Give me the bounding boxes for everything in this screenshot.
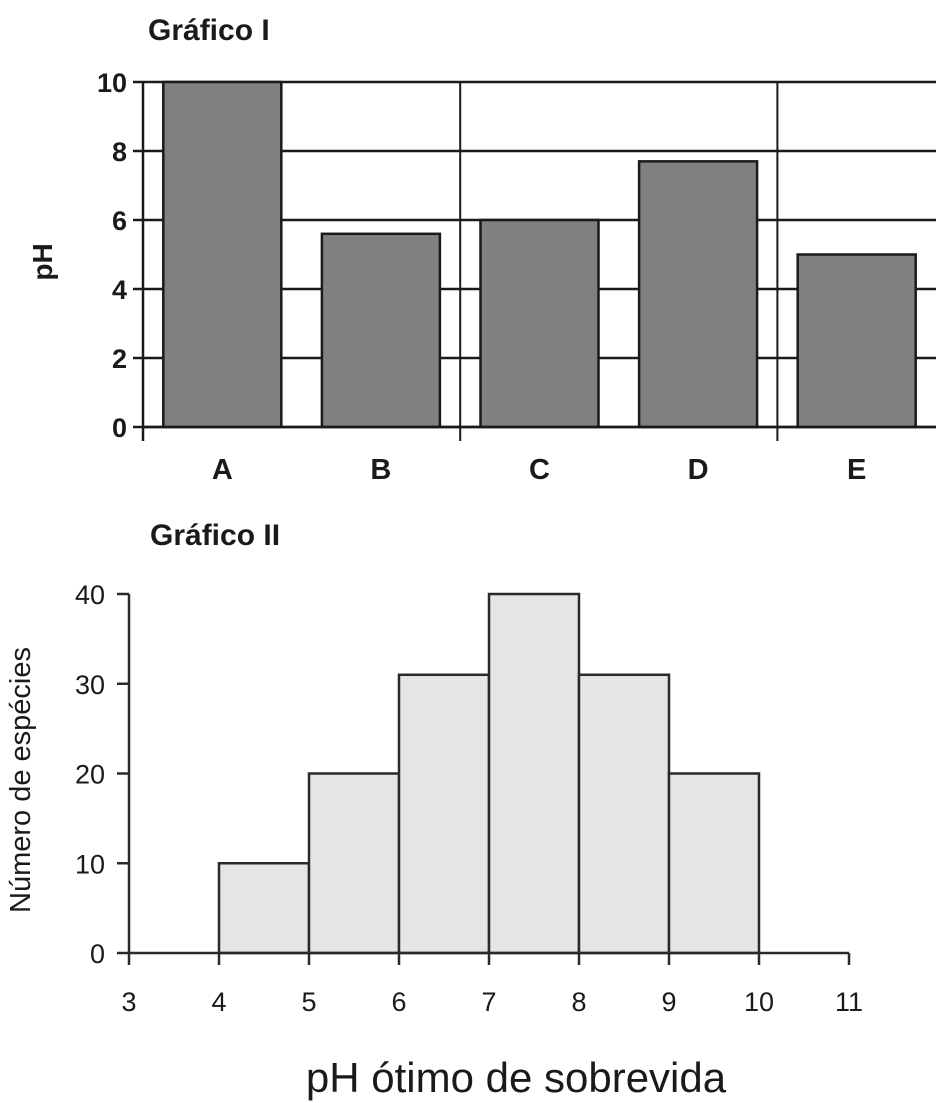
- chart1-x-tick-label: C: [529, 454, 550, 486]
- chart2-y-tick-label: 30: [75, 670, 105, 700]
- chart2-bar: [577, 673, 671, 955]
- chart1-x-tick-label: E: [847, 454, 866, 486]
- chart1-bar-B: [320, 232, 442, 429]
- chart1-y-tick-label: 0: [112, 413, 127, 443]
- chart1-bar-D: [637, 160, 759, 429]
- chart1-y-tick-label: 10: [97, 68, 127, 98]
- chart2-y-tick-label: 10: [75, 849, 105, 879]
- chart1-bar-A: [162, 80, 283, 429]
- chart2-bar: [667, 772, 761, 955]
- chart2-y-ticks: 0 10 20 30 40: [75, 580, 105, 969]
- chart1-title: Gráfico I: [148, 14, 270, 47]
- chart2-x-ticks: 3 4 5 6 7 8 9 10 11: [121, 987, 863, 1017]
- chart1-x-tick-label: B: [370, 454, 391, 486]
- chart1-y-ticks: 0 2 4 6 8 10: [97, 68, 127, 443]
- chart1-y-axis-label: pH: [27, 243, 58, 280]
- chart2-x-tick-label: 9: [661, 987, 676, 1017]
- chart2-x-tick-label: 7: [481, 987, 496, 1017]
- chart1-y-tick-label: 4: [112, 275, 127, 305]
- chart2-x-axis-label: pH ótimo de sobrevida: [306, 1054, 727, 1101]
- chart1-bar-C: [479, 218, 600, 429]
- chart2-y-tick-label: 40: [75, 580, 105, 610]
- chart2-x-tick-label: 3: [121, 987, 136, 1017]
- chart2-bar: [487, 592, 581, 955]
- chart2-bar: [307, 772, 401, 955]
- chart2-bar: [397, 673, 491, 955]
- chart1-y-tick-label: 8: [112, 137, 127, 167]
- chart1-y-tick-label: 6: [112, 206, 127, 236]
- chart2-bar: [217, 862, 311, 955]
- chart1-x-tick-label: D: [688, 454, 709, 486]
- chart1-bar-E: [796, 253, 917, 429]
- chart2-x-tick-label: 4: [211, 987, 226, 1017]
- chart1-y-tick-label: 2: [112, 344, 127, 374]
- chart2-x-tick-label: 8: [571, 987, 586, 1017]
- chart2-x-tick-label: 10: [744, 987, 774, 1017]
- chart1-bars: [162, 80, 917, 429]
- chart2-x-tick-label: 6: [391, 987, 406, 1017]
- chart2-y-tick-label: 20: [75, 760, 105, 790]
- chart2-axes: [117, 592, 851, 965]
- chart2-x-tick-label: 11: [835, 987, 863, 1017]
- chart1-axes: [141, 82, 936, 441]
- chart1-x-ticks: A B C D E: [212, 454, 867, 486]
- chart2-title: Gráfico II: [150, 519, 280, 552]
- chart2-y-axis-label: Número de espécies: [5, 647, 37, 913]
- chart2-bars: [217, 592, 761, 955]
- chart1-x-tick-label: A: [212, 454, 233, 486]
- chart-grafico-i: Gráfico I pH 0 2 4 6 8 10 A B C D E: [27, 14, 936, 486]
- chart2-x-tick-label: 5: [301, 987, 316, 1017]
- chart2-y-tick-label: 0: [90, 939, 105, 969]
